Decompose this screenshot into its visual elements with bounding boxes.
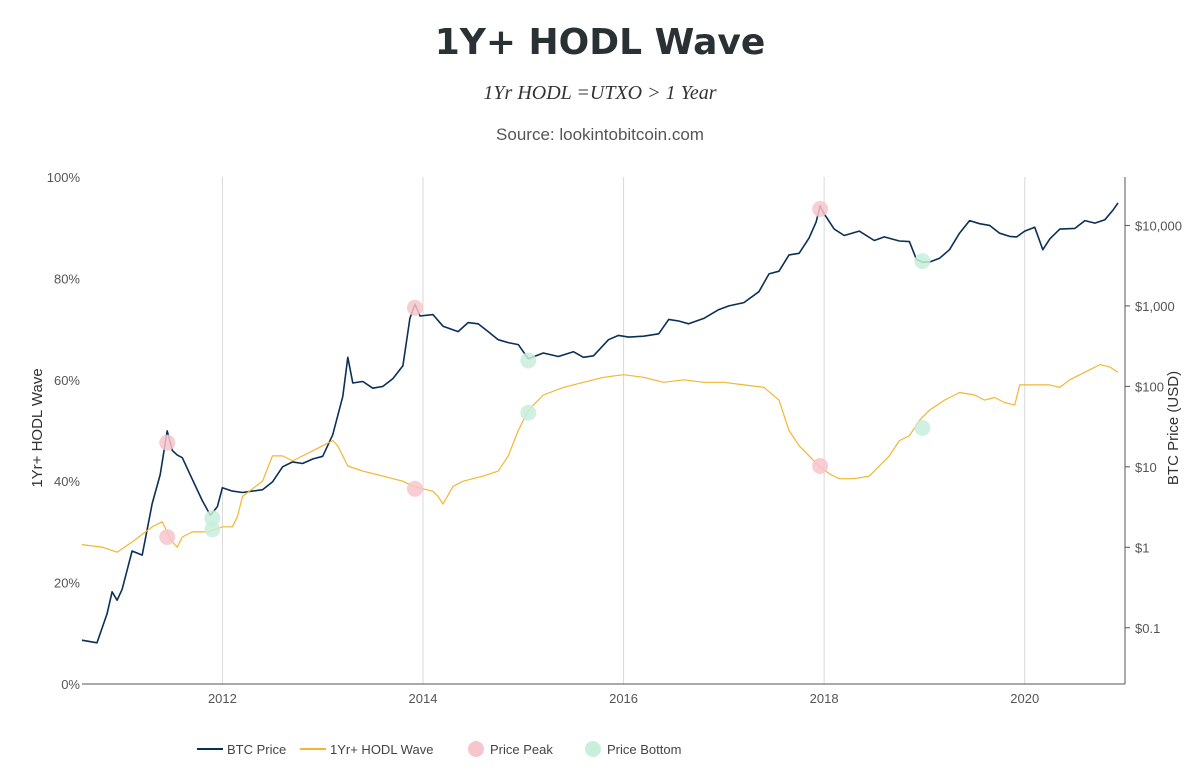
left-axis-title: 1Yr+ HODL Wave — [29, 368, 46, 487]
price-bottom-marker — [914, 253, 931, 270]
right-tick-label: $1,000 — [1135, 299, 1175, 314]
marker-layer — [159, 201, 931, 545]
btc-price-line — [81, 202, 1119, 644]
price-peak-marker — [159, 528, 176, 545]
x-tick-label: 2016 — [609, 691, 638, 706]
legend-label-price-bottom: Price Bottom — [607, 742, 681, 757]
price-peak-marker — [159, 434, 176, 451]
right-tick-label: $100 — [1135, 379, 1164, 394]
right-axis-title: BTC Price (USD) — [1165, 371, 1182, 485]
hodl-wave-line — [81, 364, 1119, 553]
right-tick-label: $10,000 — [1135, 218, 1182, 233]
x-tick-label: 2012 — [208, 691, 237, 706]
right-tick-label: $1 — [1135, 540, 1149, 555]
legend-swatch-dot — [585, 741, 601, 757]
chart-title: 1Y+ HODL Wave — [434, 22, 766, 63]
x-tick-label: 2014 — [409, 691, 438, 706]
legend-label-1yr-hodl-wave: 1Yr+ HODL Wave — [330, 742, 433, 757]
price-bottom-marker — [204, 510, 221, 527]
left-tick-label: 40% — [54, 474, 80, 489]
right-tick-label: $0.1 — [1135, 621, 1160, 636]
left-tick-label: 100% — [47, 170, 81, 185]
price-bottom-marker — [520, 352, 537, 369]
right-tick-label: $10 — [1135, 460, 1157, 475]
x-tick-label: 2020 — [1010, 691, 1039, 706]
axis-layer: 2012 2014 2016 2018 2020 0% 20% 40% 60% 80% 100% $0… — [47, 170, 1182, 706]
price-bottom-marker — [520, 404, 537, 421]
price-peak-marker — [406, 299, 423, 316]
price-peak-marker — [812, 201, 829, 218]
x-tick-label: 2018 — [810, 691, 839, 706]
left-tick-label: 80% — [54, 271, 80, 286]
price-peak-marker — [812, 457, 829, 474]
legend-label-btc-price: BTC Price — [227, 742, 286, 757]
left-tick-label: 0% — [61, 677, 80, 692]
price-bottom-marker — [914, 419, 931, 436]
left-tick-label: 20% — [54, 576, 80, 591]
legend: BTC Price 1Yr+ HODL Wave Price Peak Price B… — [197, 741, 681, 757]
price-peak-marker — [406, 480, 423, 497]
chart-source: Source: lookintobitcoin.com — [496, 125, 704, 144]
chart-subtitle: 1Yr HODL =UTXO > 1 Year — [483, 82, 717, 104]
legend-swatch-dot — [468, 741, 484, 757]
price-bottom-marker — [204, 521, 221, 538]
legend-label-price-peak: Price Peak — [490, 742, 553, 757]
grid-layer — [221, 177, 1026, 684]
left-tick-label: 60% — [54, 373, 80, 388]
series-layer — [81, 202, 1119, 644]
